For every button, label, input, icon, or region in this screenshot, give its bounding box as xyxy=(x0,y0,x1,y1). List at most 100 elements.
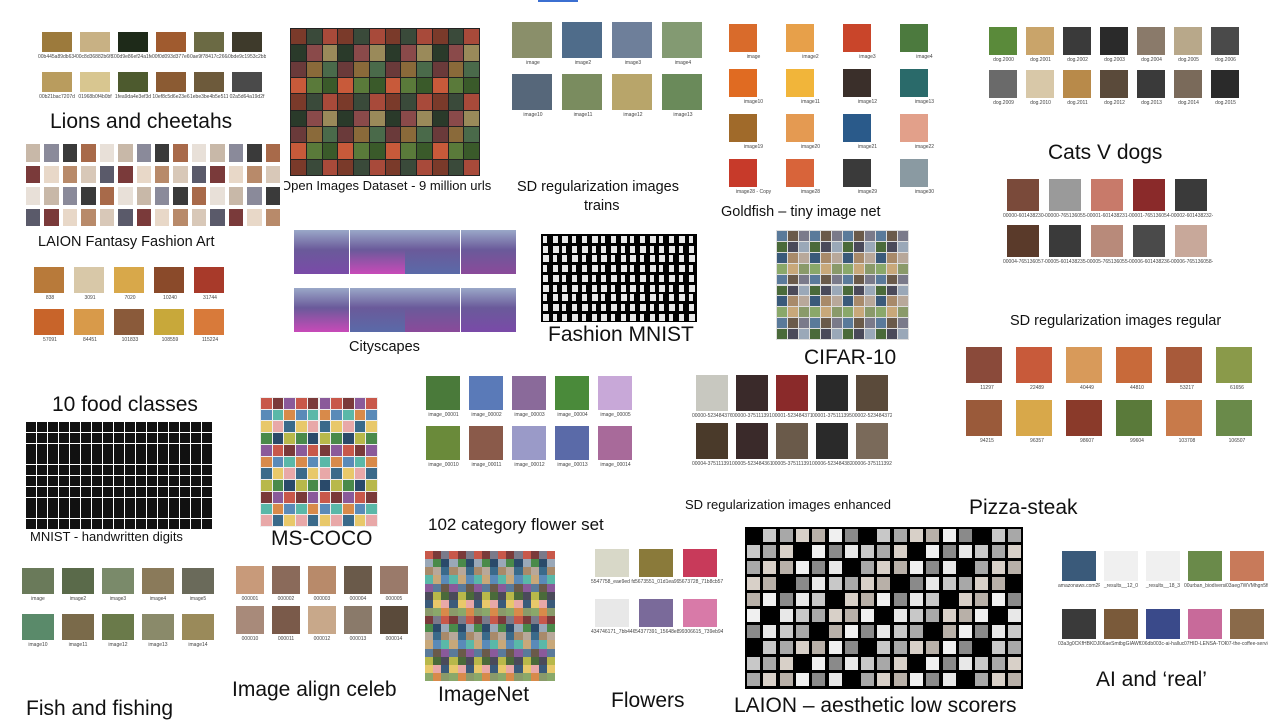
mosaic-tile xyxy=(307,421,319,433)
mosaic-tile xyxy=(490,599,499,608)
product-tile xyxy=(1007,593,1021,606)
thumbnail-caption: dog.2004 xyxy=(1141,57,1162,63)
thumbnail-caption: 00006-523484382-20 xyxy=(812,461,852,467)
mosaic-tile xyxy=(432,110,448,126)
product-tile xyxy=(844,545,858,558)
thumbnail-caption: 00000-765136055-20 xyxy=(1045,213,1087,219)
mosaic-tile xyxy=(498,559,507,568)
fashion-item xyxy=(630,236,635,243)
fashion-item xyxy=(649,294,656,302)
thumbnail-image xyxy=(182,568,214,594)
mosaic-tile xyxy=(473,664,482,673)
mosaic-tile xyxy=(265,208,280,226)
fashion-item xyxy=(659,255,666,263)
thumbnail-grid: 00000-523484376-2000000-375111391-200000… xyxy=(692,373,892,469)
thumbnail-caption: dog.2000 xyxy=(993,57,1014,63)
thumbnail-image xyxy=(272,606,300,634)
thumbnail: image12 xyxy=(839,67,896,112)
mosaic-tile xyxy=(898,231,908,241)
thumbnail-caption: 40449 xyxy=(1080,385,1094,391)
mosaic-tile xyxy=(522,551,531,560)
digit-cell xyxy=(125,454,135,465)
thumbnail: 000001 xyxy=(232,564,268,604)
digit-cell xyxy=(26,519,36,530)
fashion-item xyxy=(678,284,684,292)
mosaic-tile xyxy=(369,127,385,143)
digit-cell xyxy=(114,454,124,465)
fashion-item xyxy=(543,265,547,273)
mosaic-tile xyxy=(322,127,338,143)
mosaic-tile xyxy=(331,421,342,433)
digit-cell xyxy=(169,486,179,497)
thumbnail: image22 xyxy=(896,112,953,157)
mosaic-tile xyxy=(465,648,474,657)
digit-cell xyxy=(37,454,47,465)
mosaic-tile xyxy=(433,616,442,625)
fashion-item xyxy=(688,303,694,311)
laion-aesthetic-grid xyxy=(745,527,1023,689)
mosaic-tile xyxy=(448,29,464,45)
product-tile xyxy=(861,625,875,638)
fashion-item xyxy=(562,245,567,253)
product-tile xyxy=(926,577,940,590)
fashion-item xyxy=(669,284,674,292)
product-tile xyxy=(926,529,940,542)
mosaic-tile xyxy=(506,640,515,649)
mosaic-tile xyxy=(464,45,479,61)
digit-cell xyxy=(125,519,135,530)
mosaic-tile xyxy=(296,433,307,444)
product-tile xyxy=(1007,545,1021,558)
mosaic-tile xyxy=(810,263,820,274)
fashion-item xyxy=(669,265,675,273)
thumbnail: image14 xyxy=(178,612,218,658)
mosaic-tile xyxy=(865,329,875,339)
mosaic-tile xyxy=(247,208,262,226)
mosaic-tile xyxy=(247,144,262,162)
product-tile xyxy=(795,593,809,606)
mosaic-tile xyxy=(522,656,531,665)
product-tile xyxy=(763,593,777,606)
mosaic-tile xyxy=(530,599,539,608)
digit-cell xyxy=(26,476,36,486)
mosaic-tile xyxy=(247,165,262,183)
dataset-title: LAION – aesthetic low scorers xyxy=(734,694,1017,717)
mosaic-tile xyxy=(448,94,464,110)
mosaic-tile xyxy=(522,591,531,600)
mosaic-tile xyxy=(291,29,306,45)
mosaic-tile xyxy=(832,329,842,339)
digit-cell xyxy=(158,432,168,443)
fashion-item xyxy=(601,265,606,273)
thumbnail-image xyxy=(1007,225,1039,257)
digit-cell xyxy=(103,508,113,519)
mosaic-tile xyxy=(417,110,432,126)
thumbnail-caption: image11 xyxy=(801,99,820,105)
thumbnail-caption: 00006-601438236-20 xyxy=(1129,259,1171,265)
thumbnail: 96357 xyxy=(1012,398,1062,451)
thumbnail: 000005 xyxy=(376,564,412,604)
digit-cell xyxy=(92,422,102,432)
fashion-item xyxy=(620,236,627,243)
mosaic-tile xyxy=(777,241,787,252)
mosaic-tile xyxy=(449,624,458,633)
fashion-item xyxy=(562,255,568,263)
digit-cell xyxy=(70,519,80,530)
mosaic-tile xyxy=(546,656,555,665)
mosaic-tile xyxy=(99,144,115,162)
digit-cell xyxy=(48,476,58,486)
mosaic-tile xyxy=(448,159,464,175)
thumbnail: image21 xyxy=(839,112,896,157)
mosaic-tile xyxy=(366,503,377,515)
mosaic-tile xyxy=(228,187,244,205)
thumbnail-caption: 06aeSmtbgGIAWfl2q xyxy=(1100,641,1142,647)
mosaic-tile xyxy=(425,607,434,616)
thumbnail: image10 xyxy=(508,72,558,124)
mosaic-tile xyxy=(810,231,820,241)
mosaic-tile xyxy=(832,296,842,307)
product-tile xyxy=(877,641,891,654)
mosaic-tile xyxy=(876,252,886,263)
mosaic-tile xyxy=(331,398,342,409)
product-tile xyxy=(958,577,972,590)
thumbnail-caption: 5673728_71b8cb57eb xyxy=(679,579,723,585)
mosaic-tile xyxy=(401,110,416,126)
mosaic-tile xyxy=(449,664,458,673)
